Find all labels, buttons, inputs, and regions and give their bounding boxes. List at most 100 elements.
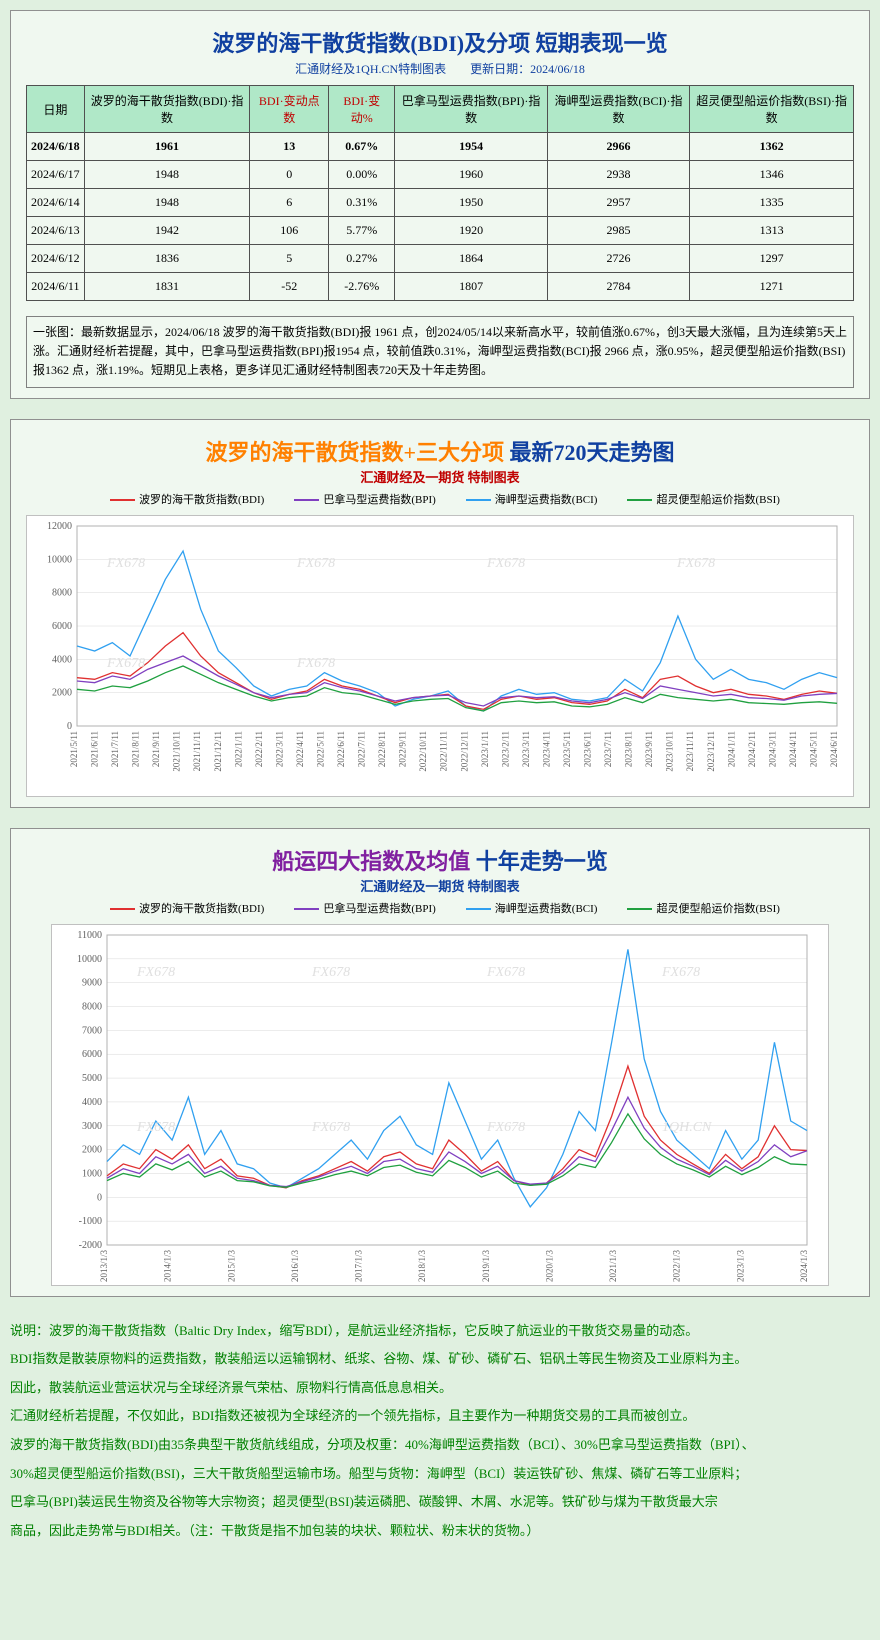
- table-title: 波罗的海干散货指数(BDI)及分项 短期表现一览: [26, 26, 854, 58]
- svg-text:2022/9/11: 2022/9/11: [398, 731, 408, 767]
- svg-text:10000: 10000: [77, 953, 102, 964]
- svg-text:2014/1/3: 2014/1/3: [163, 1249, 173, 1282]
- svg-text:2021/7/11: 2021/7/11: [110, 731, 120, 767]
- footer-line: 30%超灵便型船运价指数(BSI)，三大干散货船型运输市场。船型与货物：海岬型（…: [10, 1460, 870, 1489]
- legend-item: 波罗的海干散货指数(BDI): [100, 494, 264, 506]
- svg-text:2015/1/3: 2015/1/3: [226, 1249, 236, 1282]
- svg-text:4000: 4000: [52, 654, 72, 665]
- chart2-title: 船运四大指数及均值 十年走势一览: [51, 844, 829, 876]
- svg-text:2022/5/11: 2022/5/11: [315, 731, 325, 767]
- svg-text:2024/6/11: 2024/6/11: [829, 731, 839, 767]
- svg-text:2024/4/11: 2024/4/11: [788, 731, 798, 767]
- svg-text:2023/9/11: 2023/9/11: [644, 731, 654, 767]
- svg-text:2021/11/11: 2021/11/11: [192, 731, 202, 771]
- svg-text:2024/1/3: 2024/1/3: [799, 1249, 809, 1282]
- svg-text:2021/10/11: 2021/10/11: [172, 731, 182, 772]
- svg-text:0: 0: [67, 721, 72, 732]
- legend-item: 海岬型运费指数(BCI): [456, 494, 598, 506]
- legend-item: 巴拿马型运费指数(BPI): [284, 494, 435, 506]
- table-row: 2024/6/17194800.00%196029381346: [27, 161, 854, 189]
- col-header: BDI·变动点数: [250, 86, 329, 133]
- svg-text:2023/2/11: 2023/2/11: [500, 731, 510, 767]
- svg-text:2021/6/11: 2021/6/11: [90, 731, 100, 767]
- chart2-area: -2000-1000010002000300040005000600070008…: [51, 924, 829, 1286]
- svg-text:-2000: -2000: [79, 1240, 102, 1251]
- svg-text:3000: 3000: [82, 1120, 102, 1131]
- svg-text:5000: 5000: [82, 1073, 102, 1084]
- chart2-legend: 波罗的海干散货指数(BDI)巴拿马型运费指数(BPI)海岬型运费指数(BCI)超…: [51, 900, 829, 916]
- svg-text:2018/1/3: 2018/1/3: [417, 1249, 427, 1282]
- svg-text:8000: 8000: [52, 587, 72, 598]
- svg-text:2017/1/3: 2017/1/3: [354, 1249, 364, 1282]
- svg-text:2021/9/11: 2021/9/11: [151, 731, 161, 767]
- legend-item: 超灵便型船运价指数(BSI): [617, 494, 779, 506]
- svg-text:2023/8/11: 2023/8/11: [624, 731, 634, 767]
- footer-line: 因此，散装航运业营运状况与全球经济景气荣枯、原物料行情高低息息相关。: [10, 1374, 870, 1403]
- footer-line: 说明：波罗的海干散货指数（Baltic Dry Index，缩写BDI），是航运…: [10, 1317, 870, 1346]
- svg-text:2000: 2000: [82, 1144, 102, 1155]
- svg-text:1000: 1000: [82, 1168, 102, 1179]
- svg-text:2024/2/11: 2024/2/11: [747, 731, 757, 767]
- chart2-subtitle: 汇通财经及一期货 特制图表: [51, 876, 829, 895]
- svg-text:2022/12/11: 2022/12/11: [459, 731, 469, 772]
- chart1-legend: 波罗的海干散货指数(BDI) 巴拿马型运费指数(BPI) 海岬型运费指数(BCI) 超…: [26, 491, 854, 507]
- chart1-title: 波罗的海干散货指数+三大分项 最新720天走势图: [26, 435, 854, 467]
- svg-text:2022/4/11: 2022/4/11: [295, 731, 305, 767]
- footer-line: 波罗的海干散货指数(BDI)由35条典型干散货航线组成，分项及权重：40%海岬型…: [10, 1431, 870, 1460]
- table-row: 2024/6/1319421065.77%192029851313: [27, 217, 854, 245]
- svg-text:2022/7/11: 2022/7/11: [357, 731, 367, 767]
- footer-line: 商品，因此走势常与BDI相关。（注：干散货是指不加包装的块状、颗粒状、粉末状的货…: [10, 1517, 870, 1546]
- svg-text:2023/4/11: 2023/4/11: [541, 731, 551, 767]
- svg-text:2016/1/3: 2016/1/3: [290, 1249, 300, 1282]
- svg-text:-1000: -1000: [79, 1216, 102, 1227]
- col-header: 波罗的海干散货指数(BDI)·指数: [84, 86, 250, 133]
- svg-text:2022/11/11: 2022/11/11: [439, 731, 449, 771]
- table-subtitle: 汇通财经及1QH.CN特制图表 更新日期：2024/06/18: [26, 60, 854, 77]
- table-row: 2024/6/181961130.67%195429661362: [27, 133, 854, 161]
- legend-item: 超灵便型船运价指数(BSI): [617, 903, 779, 915]
- svg-text:12000: 12000: [47, 521, 72, 532]
- col-header: BDI·变动%: [329, 86, 395, 133]
- svg-text:2019/1/3: 2019/1/3: [481, 1249, 491, 1282]
- svg-text:2023/12/11: 2023/12/11: [706, 731, 716, 772]
- svg-text:2024/3/11: 2024/3/11: [767, 731, 777, 767]
- table-row: 2024/6/12183650.27%186427261297: [27, 245, 854, 273]
- svg-text:11000: 11000: [77, 930, 102, 941]
- svg-text:2022/1/11: 2022/1/11: [233, 731, 243, 767]
- svg-text:2022/8/11: 2022/8/11: [377, 731, 387, 767]
- svg-text:2021/8/11: 2021/8/11: [131, 731, 141, 767]
- svg-text:2023/1/3: 2023/1/3: [735, 1249, 745, 1282]
- svg-text:2023/7/11: 2023/7/11: [603, 731, 613, 767]
- svg-text:8000: 8000: [82, 1001, 102, 1012]
- panel-chart-720d: 波罗的海干散货指数+三大分项 最新720天走势图 汇通财经及一期货 特制图表 波…: [10, 419, 870, 808]
- svg-text:2024/5/11: 2024/5/11: [808, 731, 818, 767]
- footer-line: 汇通财经析若提醒，不仅如此，BDI指数还被视为全球经济的一个领先指标，且主要作为…: [10, 1402, 870, 1431]
- col-header: 超灵便型船运价指数(BSI)·指数: [690, 86, 854, 133]
- svg-text:2013/1/3: 2013/1/3: [99, 1249, 109, 1282]
- footer-line: BDI指数是散装原物料的运费指数，散装船运以运输钢材、纸浆、谷物、煤、矿砂、磷矿…: [10, 1345, 870, 1374]
- svg-text:10000: 10000: [47, 554, 72, 565]
- svg-text:2024/1/11: 2024/1/11: [726, 731, 736, 767]
- col-header: 日期: [27, 86, 85, 133]
- svg-text:6000: 6000: [82, 1049, 102, 1060]
- svg-text:2023/10/11: 2023/10/11: [665, 731, 675, 772]
- svg-text:2022/2/11: 2022/2/11: [254, 731, 264, 767]
- svg-text:0: 0: [97, 1192, 102, 1203]
- svg-text:2021/12/11: 2021/12/11: [213, 731, 223, 772]
- legend-item: 巴拿马型运费指数(BPI): [284, 903, 435, 915]
- svg-text:7000: 7000: [82, 1025, 102, 1036]
- footer-line: 巴拿马(BPI)装运民生物资及谷物等大宗物资；超灵便型(BSI)装运磷肥、碳酸钾…: [10, 1488, 870, 1517]
- svg-text:9000: 9000: [82, 977, 102, 988]
- panel-chart-10y: 船运四大指数及均值 十年走势一览 汇通财经及一期货 特制图表 波罗的海干散货指数…: [10, 828, 870, 1297]
- panel-table: 波罗的海干散货指数(BDI)及分项 短期表现一览 汇通财经及1QH.CN特制图表…: [10, 10, 870, 399]
- svg-text:6000: 6000: [52, 621, 72, 632]
- svg-text:2023/3/11: 2023/3/11: [521, 731, 531, 767]
- chart1-subtitle: 汇通财经及一期货 特制图表: [26, 467, 854, 486]
- svg-text:2020/1/3: 2020/1/3: [544, 1249, 554, 1282]
- svg-text:2023/11/11: 2023/11/11: [685, 731, 695, 771]
- svg-text:2021/1/3: 2021/1/3: [608, 1249, 618, 1282]
- svg-text:2023/5/11: 2023/5/11: [562, 731, 572, 767]
- col-header: 海岬型运费指数(BCI)·指数: [547, 86, 689, 133]
- svg-text:2021/5/11: 2021/5/11: [69, 731, 79, 767]
- svg-text:2022/6/11: 2022/6/11: [336, 731, 346, 767]
